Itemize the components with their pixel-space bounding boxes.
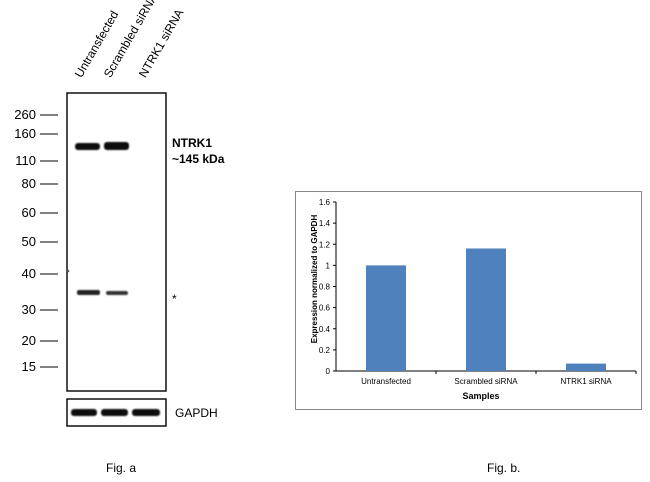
y-tick-labels: 0 0.2 0.4 0.6 0.8 1 1.2 1.4 1.6 (319, 198, 331, 376)
western-blot-figure: Untransfected Scrambled siRNA NTRK1 siRN… (0, 0, 320, 482)
band-gapdh-scrambled (101, 409, 128, 416)
mw-marker-160: 160 (14, 126, 36, 141)
mw-marker-80: 80 (21, 176, 36, 191)
loading-control-label: GAPDH (175, 406, 218, 420)
bar-scrambled-sirna (466, 248, 506, 371)
y-tick-label: 1.6 (319, 198, 331, 207)
mw-marker-260: 260 (14, 107, 36, 122)
y-tick-label: 0.8 (319, 283, 331, 292)
mw-marker-15: 15 (21, 359, 36, 374)
y-axis-title: Expression normalized to GAPDH (310, 215, 319, 344)
mw-marker-30: 30 (21, 302, 36, 317)
band-ntrk1-scrambled (104, 142, 129, 150)
band-gapdh-ntrk1 (132, 409, 160, 416)
mw-marker-40: 40 (21, 266, 36, 281)
x-tick-label: NTRK1 siRNA (560, 377, 612, 386)
x-tick-labels: Untransfected Scrambled siRNA NTRK1 siRNA (361, 377, 612, 386)
y-tick-label: 0.6 (319, 304, 331, 313)
mw-marker-50: 50 (21, 234, 36, 249)
y-tick-label: 1.4 (319, 219, 331, 228)
bar-ntrk1-sirna (566, 363, 606, 371)
mw-marker-110: 110 (15, 153, 36, 168)
chart-bars (366, 248, 606, 371)
x-tick-label: Untransfected (361, 377, 411, 386)
mw-marker-20: 20 (21, 333, 36, 348)
blot-membrane-frame (66, 92, 167, 392)
bar-untransfected (366, 265, 406, 371)
band-gapdh-untransfected (71, 409, 97, 416)
mw-marker-60: 60 (21, 205, 36, 220)
nonspecific-band-marker: * (172, 292, 177, 306)
figure-b-caption: Fig. b. (487, 461, 521, 475)
y-tick-label: 0.2 (319, 346, 331, 355)
target-name-label: NTRK1 (172, 136, 213, 150)
y-tick-label: 0.4 (319, 325, 331, 334)
y-tick-label: 0 (326, 367, 331, 376)
expression-bar-chart: 0 0.2 0.4 0.6 0.8 1 1.2 1.4 1.6 Untransfected Scr… (295, 191, 642, 410)
x-tick-label: Scrambled siRNA (454, 377, 518, 386)
x-axis-title: Samples (462, 391, 499, 401)
figure-a-caption: Fig. a (106, 461, 137, 475)
band-nonspecific-untransfected (77, 290, 100, 295)
mw-ticks (40, 114, 58, 368)
y-tick-label: 1.2 (319, 240, 331, 249)
blot-image (40, 92, 167, 427)
target-size-label: ~145 kDa (172, 152, 225, 166)
y-tick-label: 1 (326, 261, 331, 270)
band-nonspecific-scrambled (106, 291, 128, 295)
band-ntrk1-untransfected (75, 143, 100, 150)
